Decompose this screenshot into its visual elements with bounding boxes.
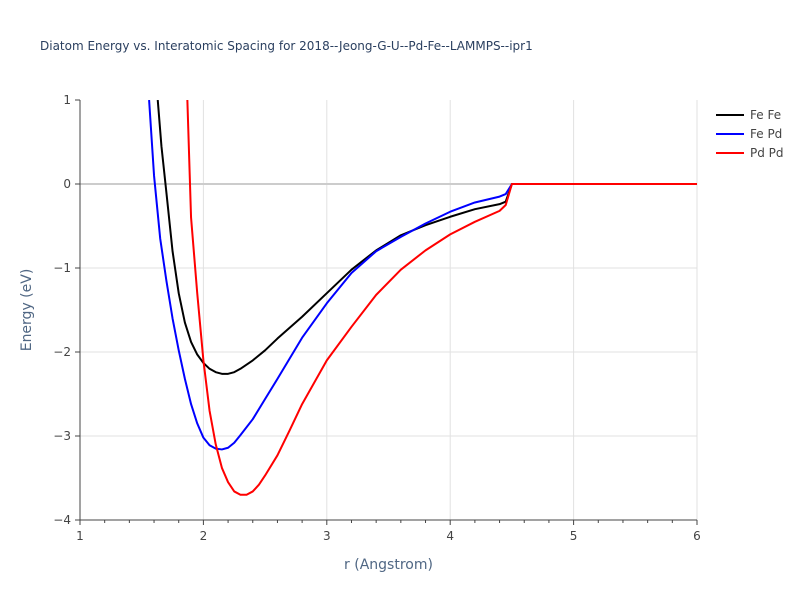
tick-labels: 1 2 3 4 5 6 1 0 −1 −2 −3 −4	[53, 93, 701, 543]
legend-label: Pd Pd	[750, 146, 784, 160]
legend-label: Fe Fe	[750, 108, 781, 122]
y-tick-label: −4	[53, 513, 71, 527]
x-tick-label: 3	[323, 529, 331, 543]
x-tick-label: 4	[446, 529, 454, 543]
series-line-fe-fe	[156, 100, 697, 375]
y-tick-label: −1	[53, 261, 71, 275]
x-tick-label: 2	[200, 529, 208, 543]
grid	[80, 100, 698, 520]
series-line-pd-pd	[186, 100, 697, 496]
legend: Fe Fe Fe Pd Pd Pd	[716, 108, 784, 160]
y-tick-label: −3	[53, 429, 71, 443]
y-tick-label: 0	[63, 177, 71, 191]
y-axis-title: Energy (eV)	[19, 269, 35, 352]
legend-label: Fe Pd	[750, 127, 782, 141]
plot-area	[148, 100, 697, 496]
y-tick-label: −2	[53, 345, 71, 359]
chart-title: Diatom Energy vs. Interatomic Spacing fo…	[40, 39, 533, 53]
series-line-fe-pd	[148, 100, 697, 451]
x-tick-label: 1	[76, 529, 84, 543]
x-axis-title: r (Angstrom)	[344, 557, 433, 573]
x-tick-label: 6	[693, 529, 701, 543]
y-tick-label: 1	[63, 93, 71, 107]
x-tick-label: 5	[570, 529, 578, 543]
